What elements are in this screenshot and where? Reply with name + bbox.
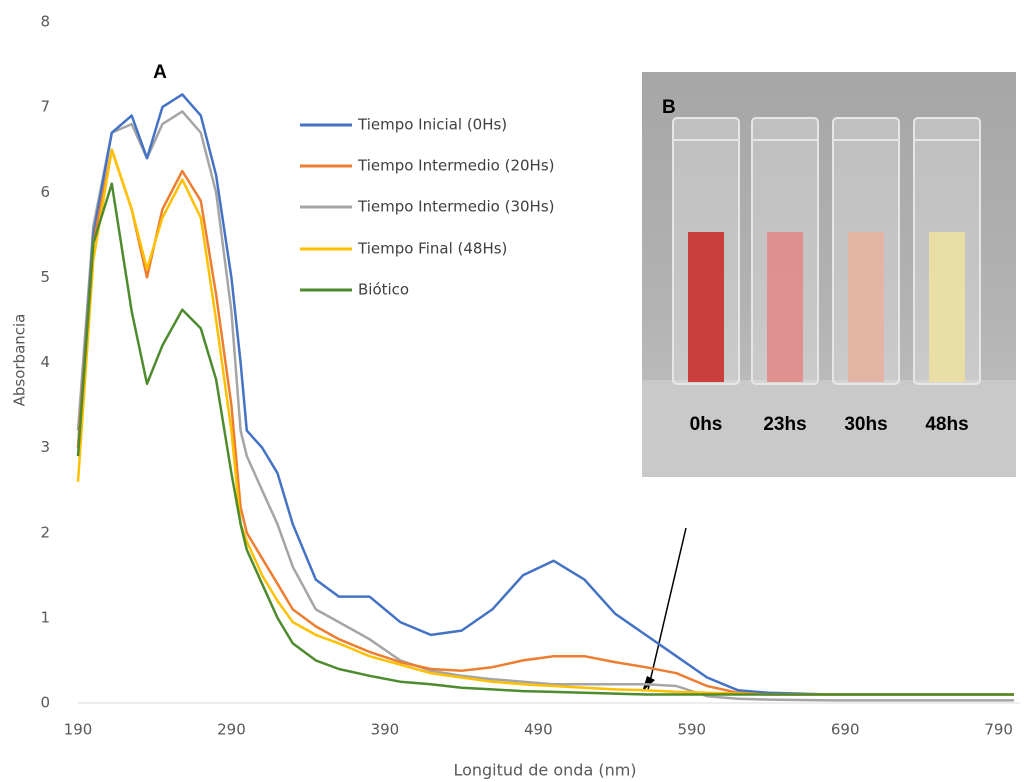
inset-caption: 0hs <box>690 414 723 435</box>
legend-label: Biótico <box>358 281 409 299</box>
data-line <box>76 148 1014 696</box>
inset-caption: 23hs <box>763 414 806 435</box>
y-tick-label: 7 <box>40 98 50 116</box>
cuvette-liquid <box>848 232 884 382</box>
panel-label: A <box>153 62 167 83</box>
data-line <box>76 93 1014 696</box>
cuvette-liquid <box>688 232 724 382</box>
y-tick-label: 6 <box>40 183 50 201</box>
inset-photo <box>642 72 1016 477</box>
cuvette-liquid <box>767 232 803 382</box>
inset-caption: 30hs <box>844 414 887 435</box>
data-line <box>76 182 1014 696</box>
x-tick-label: 490 <box>524 721 553 739</box>
photo-table <box>642 380 1016 477</box>
y-tick-label: 5 <box>40 268 50 286</box>
x-tick-label: 790 <box>984 721 1013 739</box>
data-line <box>76 148 1014 696</box>
y-tick-label: 8 <box>40 13 50 31</box>
legend-label: Tiempo Intermedio (20Hs) <box>357 157 554 175</box>
y-tick-label: 3 <box>40 438 50 456</box>
inset-caption: 48hs <box>925 414 968 435</box>
y-tick-label: 1 <box>40 608 50 626</box>
cuvette-liquid <box>929 232 965 382</box>
x-tick-label: 390 <box>371 721 400 739</box>
y-tick-label: 2 <box>40 523 50 541</box>
x-tick-label: 590 <box>677 721 706 739</box>
legend-label: Tiempo Final (48Hs) <box>357 240 507 258</box>
x-tick-label: 690 <box>831 721 860 739</box>
x-tick-label: 190 <box>64 721 93 739</box>
arrow <box>647 527 687 691</box>
data-line <box>76 110 1014 702</box>
x-tick-label: 290 <box>217 721 246 739</box>
y-axis-title: Absorbancia <box>11 314 29 407</box>
legend-label: Tiempo Intermedio (30Hs) <box>357 198 554 216</box>
y-tick-label: 4 <box>40 353 50 371</box>
inset-label: B <box>662 97 676 118</box>
x-axis-title: Longitud de onda (nm) <box>453 761 636 780</box>
y-tick-label: 0 <box>40 694 50 712</box>
legend-label: Tiempo Inicial (0Hs) <box>357 116 507 134</box>
